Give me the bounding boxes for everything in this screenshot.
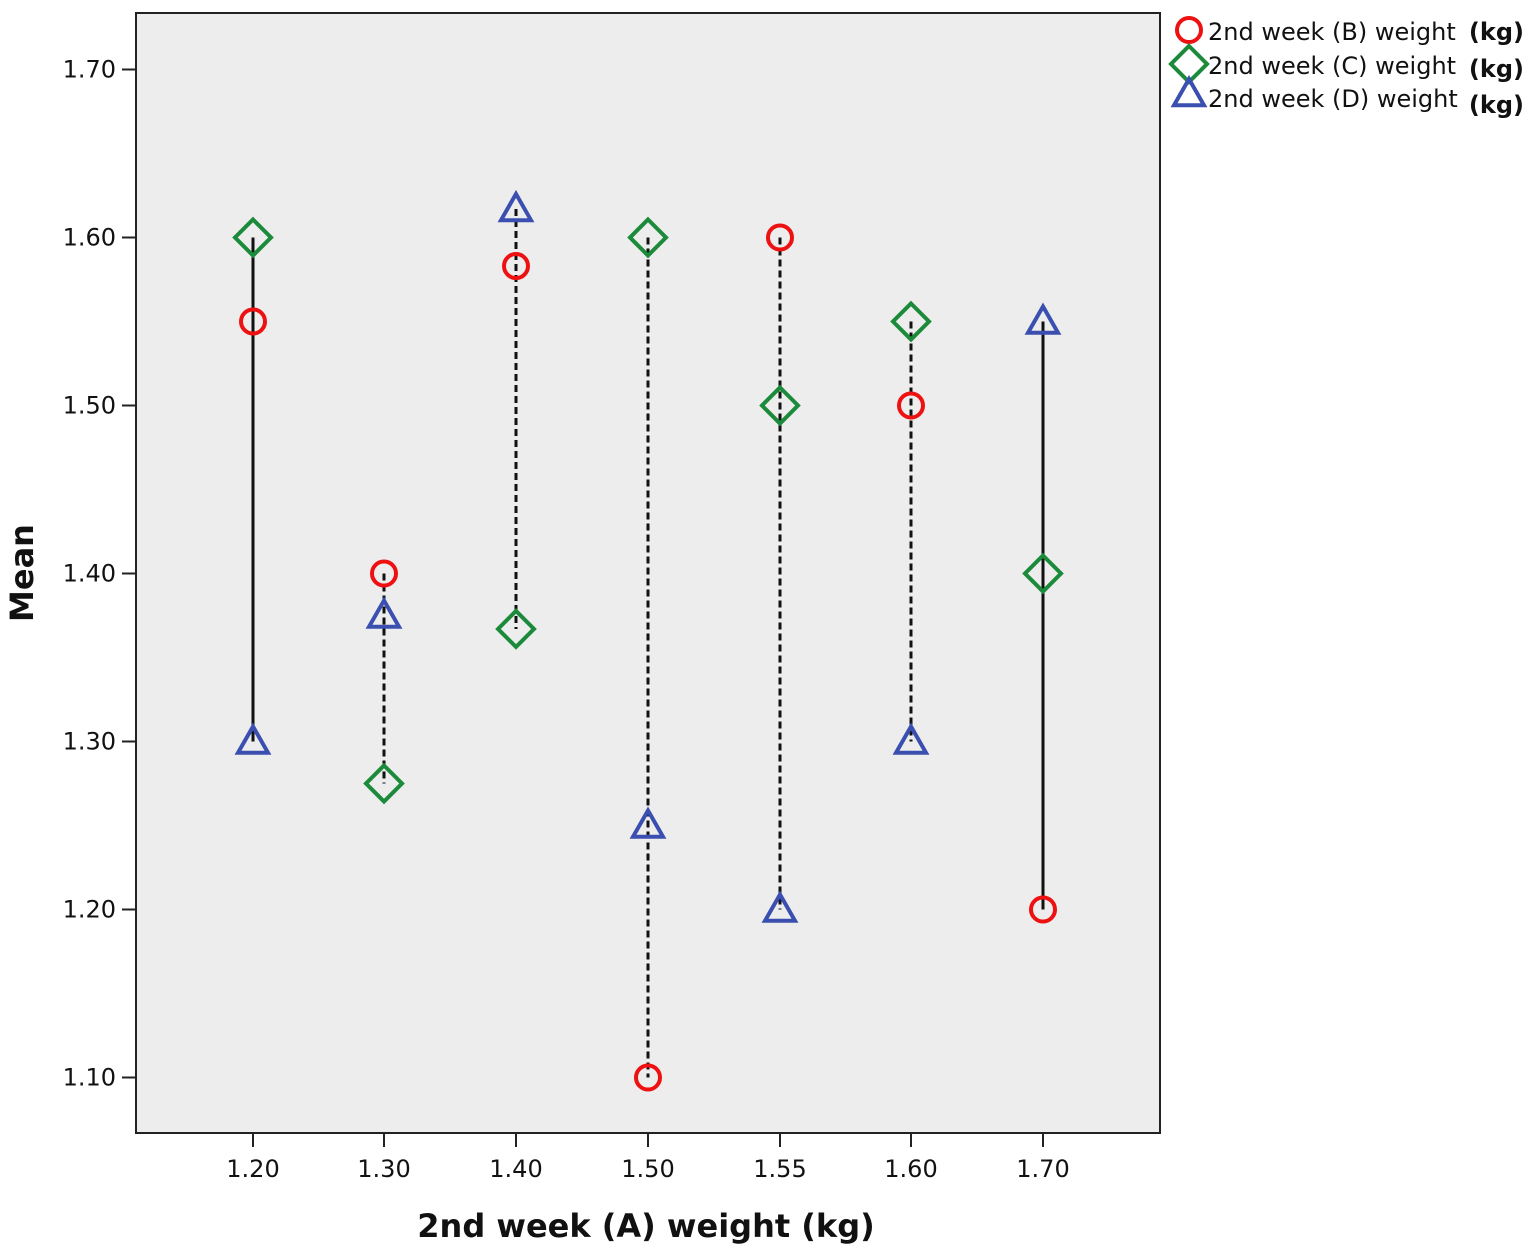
triangle-marker: [234, 722, 272, 755]
diamond-marker: [232, 216, 274, 259]
triangle-marker: [365, 596, 403, 629]
circle-marker: [370, 559, 398, 588]
x-axis-title: 2nd week (A) weight (kg): [417, 1207, 874, 1245]
legend-label: 2nd week (B) weight: [1208, 18, 1456, 46]
y-tick-label: 1.10: [63, 1064, 116, 1092]
y-tick-label: 1.50: [63, 392, 116, 420]
y-tick-label: 1.30: [63, 728, 116, 756]
legend-circle-icon: [1175, 16, 1203, 44]
circle-marker: [239, 307, 267, 336]
y-axis-title: Mean: [3, 524, 41, 622]
y-tick-label: 1.60: [63, 224, 116, 252]
circle-marker: [766, 223, 794, 252]
markers: [232, 189, 1064, 1092]
y-tick-label: 1.40: [63, 560, 116, 588]
diamond-marker: [890, 300, 932, 343]
legend-label: 2nd week (D) weight: [1208, 85, 1458, 113]
legend-unit: (kg): [1469, 18, 1524, 46]
x-tick-label: 1.50: [621, 1155, 674, 1183]
x-tick-label: 1.60: [884, 1155, 937, 1183]
circle-marker: [1029, 895, 1057, 924]
diamond-marker: [495, 608, 537, 650]
x-tick-label: 1.20: [226, 1155, 279, 1183]
circle-marker: [634, 1063, 662, 1092]
legend-label: 2nd week (C) weight: [1208, 52, 1456, 80]
diamond-marker: [627, 216, 669, 259]
diamond-marker: [1022, 552, 1064, 595]
legend-unit: (kg): [1469, 91, 1524, 119]
legend-item: 2nd week (B) weight (kg): [1175, 16, 1524, 46]
x-axis: 1.20 1.30 1.40 1.50 1.55 1.60 1.70: [226, 1133, 1070, 1183]
legend-unit: (kg): [1469, 55, 1524, 83]
triangle-marker: [497, 189, 535, 223]
legend-item: 2nd week (C) weight (kg): [1168, 43, 1524, 85]
diamond-marker: [759, 384, 801, 427]
x-tick-label: 1.40: [489, 1155, 542, 1183]
x-tick-label: 1.70: [1016, 1155, 1069, 1183]
x-tick-label: 1.55: [753, 1155, 806, 1183]
triangle-marker: [629, 806, 667, 839]
y-tick-label: 1.20: [63, 896, 116, 924]
x-tick-label: 1.30: [357, 1155, 410, 1183]
triangle-marker: [761, 890, 799, 923]
circle-marker: [897, 391, 925, 420]
y-tick-label: 1.70: [63, 56, 116, 84]
y-axis: 1.10 1.20 1.30 1.40 1.50 1.60 1.70: [63, 56, 136, 1092]
legend-triangle-icon: [1170, 74, 1208, 108]
legend-item: 2nd week (D) weight (kg): [1170, 74, 1524, 119]
triangle-marker: [1024, 302, 1062, 335]
triangle-marker: [892, 722, 930, 755]
diamond-marker: [363, 762, 405, 805]
legend: 2nd week (B) weight (kg)2nd week (C) weig…: [1168, 16, 1524, 119]
circle-marker: [502, 252, 530, 281]
